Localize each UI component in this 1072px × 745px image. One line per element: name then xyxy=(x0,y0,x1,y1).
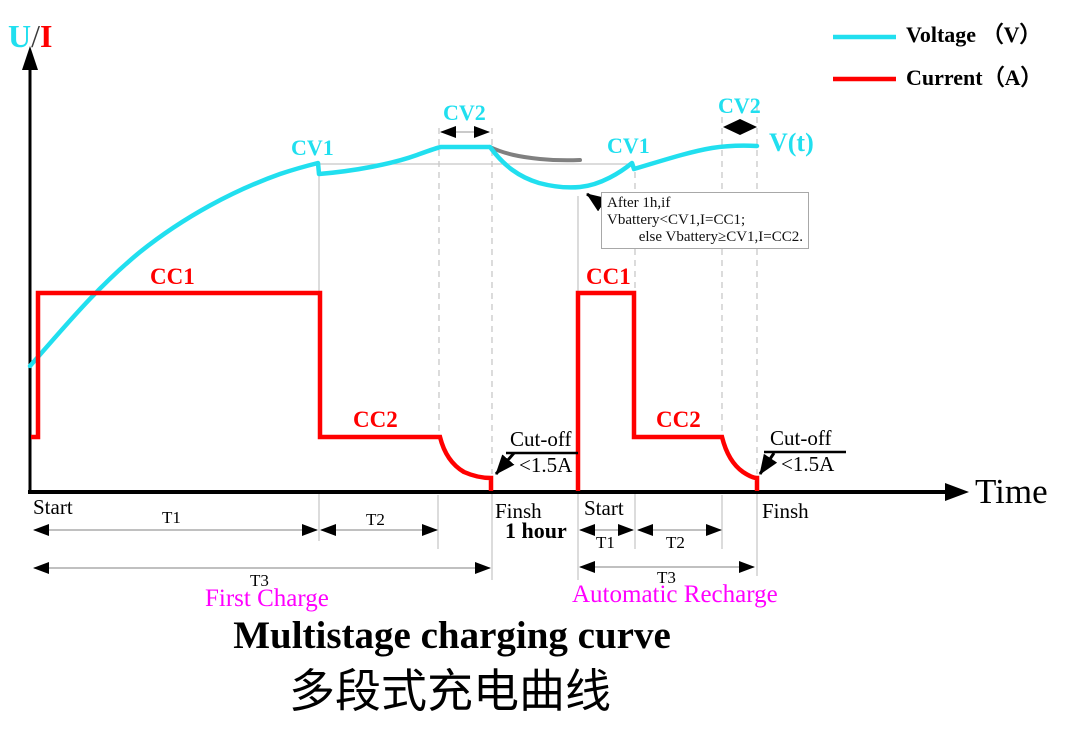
cutoff-text-second: Cut-off xyxy=(770,426,832,450)
start-label-second: Start xyxy=(584,496,624,520)
cc1-label-second: CC1 xyxy=(586,264,631,289)
figure-title-zh: 多段式充电曲线 xyxy=(289,666,611,717)
t2-label-first: T2 xyxy=(366,510,385,529)
one-hour-label: 1 hour xyxy=(505,518,567,543)
t2-label-second: T2 xyxy=(666,533,685,552)
legend-current-label: Current（A） xyxy=(906,65,1043,90)
t3-label-first: T3 xyxy=(250,571,269,590)
vt-label: V(t) xyxy=(769,128,814,157)
cc2-label-first: CC2 xyxy=(353,407,398,432)
y-axis-label: U/I xyxy=(8,18,53,54)
y-axis-arrowhead xyxy=(22,46,38,70)
cutoff-arrow-second xyxy=(758,452,778,475)
current-curve-first-charge xyxy=(31,290,494,491)
first-charge-label: First Charge xyxy=(205,585,329,612)
cc2-label-second: CC2 xyxy=(656,407,701,432)
x-axis-arrowhead xyxy=(945,483,969,501)
t1-label-first: T1 xyxy=(162,508,181,527)
axes xyxy=(22,46,969,501)
y-axis-label-u: U xyxy=(8,18,32,54)
cv2-span-arrow-second xyxy=(723,119,757,135)
cutoff-arrow-first xyxy=(494,452,516,475)
no-load-voltage-curve xyxy=(488,145,582,163)
legend-voltage-label: Voltage （V） xyxy=(906,22,1042,47)
recharge-condition-note: After 1h,if Vbattery<CV1,I=CC1; else Vba… xyxy=(601,192,809,249)
cutoff-text-first: Cut-off xyxy=(510,427,572,451)
cutoff-annotations xyxy=(494,450,846,475)
cutoff-value-first: <1.5A xyxy=(519,453,573,477)
finsh-label-second: Finsh xyxy=(762,499,809,523)
figure-title-en: Multistage charging curve xyxy=(233,614,671,657)
automatic-recharge-label: Automatic Recharge xyxy=(572,581,778,608)
y-axis-label-separator: / xyxy=(31,18,40,54)
t3-label-second: T3 xyxy=(657,568,676,587)
current-curve-recharge xyxy=(575,290,760,491)
time-dimension-arrows xyxy=(33,524,755,574)
cv1-label-first: CV1 xyxy=(291,135,334,160)
cc1-label-first: CC1 xyxy=(150,264,195,289)
cv2-label-second: CV2 xyxy=(718,93,761,118)
start-label-first: Start xyxy=(33,495,73,519)
note-line-2: else Vbattery≥CV1,I=CC2. xyxy=(638,229,803,245)
cutoff-value-second: <1.5A xyxy=(781,452,835,476)
note-line-1: After 1h,if Vbattery<CV1,I=CC1; xyxy=(607,195,746,228)
cv1-label-second: CV1 xyxy=(607,133,650,158)
cv2-label-first: CV2 xyxy=(443,100,486,125)
y-axis-label-i: I xyxy=(40,18,53,54)
voltage-curve xyxy=(27,143,760,369)
t1-label-second: T1 xyxy=(596,533,615,552)
finsh-label-first: Finsh xyxy=(495,499,542,523)
x-axis-label: Time xyxy=(975,472,1048,511)
